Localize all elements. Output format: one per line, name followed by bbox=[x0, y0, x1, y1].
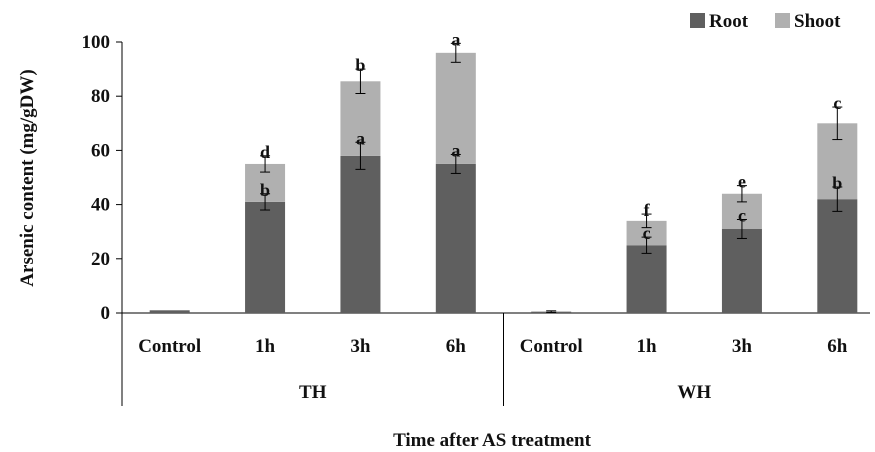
y-tick-label: 60 bbox=[91, 140, 110, 161]
x-tick-label: Control bbox=[138, 336, 201, 357]
bar-root bbox=[817, 199, 858, 313]
letter-root: c bbox=[643, 223, 651, 243]
x-tick-label: Control bbox=[520, 336, 583, 357]
letter-root: c bbox=[738, 206, 746, 226]
letter-shoot: b bbox=[355, 55, 365, 75]
x-tick-label: 6h bbox=[446, 336, 467, 357]
y-tick-label: 100 bbox=[82, 32, 111, 53]
bar-root bbox=[435, 163, 476, 313]
letter-root: a bbox=[356, 128, 365, 148]
bar-root bbox=[340, 155, 381, 313]
letter-shoot: a bbox=[451, 29, 460, 49]
letter-root: b bbox=[832, 173, 842, 193]
legend-label: Root bbox=[709, 11, 749, 32]
letter-shoot: d bbox=[260, 142, 270, 162]
legend-label: Shoot bbox=[794, 11, 841, 32]
y-tick-label: 40 bbox=[91, 195, 110, 216]
x-group-label: WH bbox=[677, 382, 711, 403]
x-tick-label: 3h bbox=[732, 336, 753, 357]
x-tick-label: 1h bbox=[637, 336, 658, 357]
letter-root: a bbox=[451, 140, 460, 160]
legend-swatch bbox=[690, 13, 705, 28]
y-tick-label: 80 bbox=[91, 86, 110, 107]
letter-shoot: e bbox=[738, 172, 746, 192]
y-tick-label: 20 bbox=[91, 249, 110, 270]
bar-shoot bbox=[435, 52, 476, 164]
letter-shoot: c bbox=[833, 93, 841, 113]
x-tick-label: 6h bbox=[827, 336, 848, 357]
bars bbox=[149, 42, 858, 313]
x-tick-label: 3h bbox=[350, 336, 371, 357]
x-tick-label: 1h bbox=[255, 336, 276, 357]
y-axis-title: Arsenic content (mg/gDW) bbox=[17, 69, 38, 286]
x-group-label: TH bbox=[299, 382, 327, 403]
legend: Root Shoot bbox=[690, 11, 841, 32]
bar-root bbox=[149, 310, 190, 313]
y-tick-label: 0 bbox=[101, 303, 111, 324]
letter-shoot: f bbox=[644, 200, 651, 220]
legend-swatch bbox=[775, 13, 790, 28]
bar-root bbox=[721, 228, 762, 313]
x-axis-title: Time after AS treatment bbox=[393, 430, 592, 451]
letter-root: b bbox=[260, 180, 270, 200]
bar-root bbox=[626, 245, 667, 313]
bar-root bbox=[245, 201, 286, 313]
